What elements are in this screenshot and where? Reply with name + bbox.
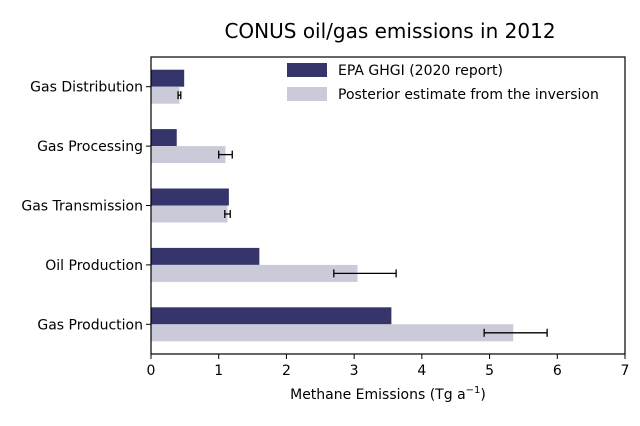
chart-title: CONUS oil/gas emissions in 2012 xyxy=(224,19,555,43)
x-tick-label-5: 5 xyxy=(485,363,494,379)
bar-posterior-4 xyxy=(151,86,180,104)
category-label-1: Oil Production xyxy=(45,258,143,274)
error-bars-group xyxy=(177,91,548,337)
legend: EPA GHGI (2020 report) Posterior estimat… xyxy=(287,63,599,103)
error-bar-1 xyxy=(333,269,397,278)
value-axis: 0 1 2 3 4 5 6 7 xyxy=(147,354,630,379)
x-tick-label-6: 6 xyxy=(553,363,562,379)
x-tick-label-0: 0 xyxy=(147,363,156,379)
x-tick-label-1: 1 xyxy=(214,363,223,379)
bar-epa-1 xyxy=(151,247,260,265)
bar-posterior-0 xyxy=(151,324,514,342)
category-label-3: Gas Processing xyxy=(37,139,143,155)
category-label-4: Gas Distribution xyxy=(30,80,143,96)
bar-posterior-3 xyxy=(151,146,226,164)
x-tick-label-2: 2 xyxy=(282,363,291,379)
category-axis: Gas Production Oil Production Gas Transmis… xyxy=(21,80,151,333)
bar-posterior-2 xyxy=(151,205,228,223)
error-bar-3 xyxy=(218,150,233,159)
bar-epa-0 xyxy=(151,307,392,325)
category-label-2: Gas Transmission xyxy=(21,199,143,215)
error-bar-0 xyxy=(483,328,548,337)
legend-swatch-epa xyxy=(287,63,327,77)
bar-posterior-1 xyxy=(151,264,358,282)
legend-swatch-posterior xyxy=(287,87,327,101)
bar-epa-2 xyxy=(151,188,229,206)
legend-label-posterior: Posterior estimate from the inversion xyxy=(338,87,599,103)
bar-epa-3 xyxy=(151,129,177,147)
x-tick-label-3: 3 xyxy=(350,363,359,379)
legend-label-epa: EPA GHGI (2020 report) xyxy=(338,63,503,79)
x-tick-label-4: 4 xyxy=(417,363,426,379)
bar-epa-4 xyxy=(151,69,185,87)
x-tick-label-7: 7 xyxy=(621,363,630,379)
category-label-0: Gas Production xyxy=(37,317,143,333)
error-bar-2 xyxy=(224,210,231,218)
x-axis-label: Methane Emissions (Tg a−1) xyxy=(290,385,486,403)
bars-group xyxy=(151,69,514,342)
error-bar-4 xyxy=(177,91,182,100)
